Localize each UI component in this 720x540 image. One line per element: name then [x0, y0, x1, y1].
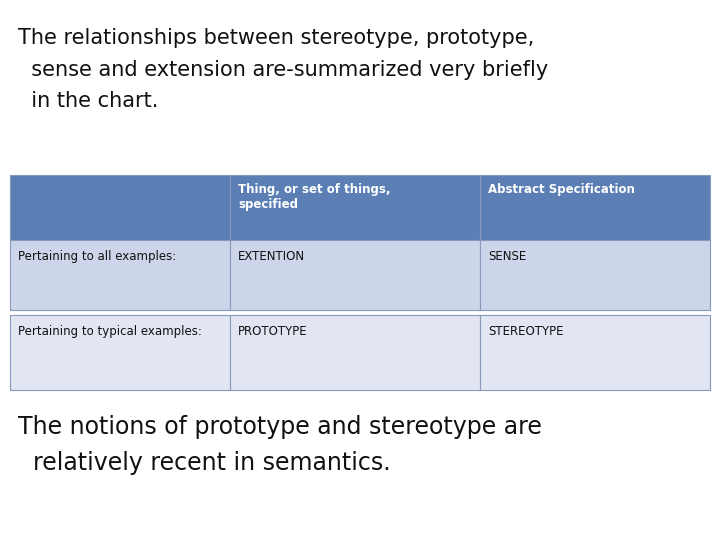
Text: PROTOTYPE: PROTOTYPE	[238, 325, 307, 338]
Text: The notions of prototype and stereotype are: The notions of prototype and stereotype …	[18, 415, 542, 439]
Text: Thing, or set of things,
specified: Thing, or set of things, specified	[238, 183, 390, 211]
Text: STEREOTYPE: STEREOTYPE	[488, 325, 564, 338]
Bar	[230, 175, 480, 240]
Bar	[480, 315, 710, 390]
Text: in the chart.: in the chart.	[18, 91, 158, 111]
Bar	[480, 240, 710, 310]
Text: Pertaining to typical examples:: Pertaining to typical examples:	[18, 325, 202, 338]
Text: Pertaining to all examples:: Pertaining to all examples:	[18, 250, 176, 263]
Text: SENSE: SENSE	[488, 250, 526, 263]
Bar	[10, 175, 230, 240]
Text: EXTENTION: EXTENTION	[238, 250, 305, 263]
Bar	[230, 240, 480, 310]
Text: Abstract Specification: Abstract Specification	[488, 183, 635, 196]
Text: sense and extension are-summarized very briefly: sense and extension are-summarized very …	[18, 59, 548, 79]
Text: The relationships between stereotype, prototype,: The relationships between stereotype, pr…	[18, 28, 534, 48]
Bar	[230, 315, 480, 390]
Bar	[10, 315, 230, 390]
Bar	[480, 175, 710, 240]
Text: relatively recent in semantics.: relatively recent in semantics.	[18, 451, 391, 475]
Bar	[10, 240, 230, 310]
